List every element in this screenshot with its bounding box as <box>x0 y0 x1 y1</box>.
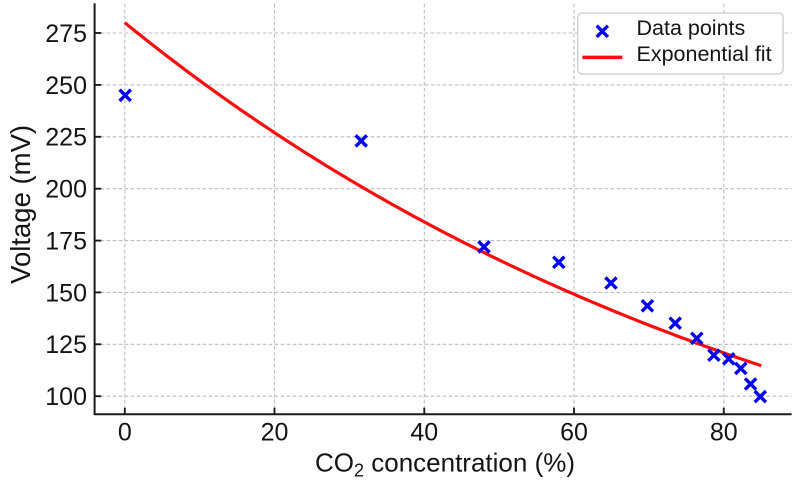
svg-text:250: 250 <box>45 72 87 100</box>
svg-text:20: 20 <box>261 419 289 447</box>
svg-text:60: 60 <box>560 419 588 447</box>
svg-text:100: 100 <box>45 383 87 411</box>
svg-text:150: 150 <box>45 279 87 307</box>
svg-text:125: 125 <box>45 331 87 359</box>
svg-text:175: 175 <box>45 228 87 256</box>
svg-text:Exponential fit: Exponential fit <box>637 42 772 66</box>
svg-text:Data points: Data points <box>637 16 746 40</box>
svg-text:200: 200 <box>45 176 87 204</box>
svg-text:Voltage (mV): Voltage (mV) <box>5 125 36 284</box>
svg-text:275: 275 <box>45 20 87 48</box>
svg-text:40: 40 <box>410 419 438 447</box>
svg-text:0: 0 <box>118 419 132 447</box>
svg-text:225: 225 <box>45 124 87 152</box>
svg-text:80: 80 <box>710 419 738 447</box>
